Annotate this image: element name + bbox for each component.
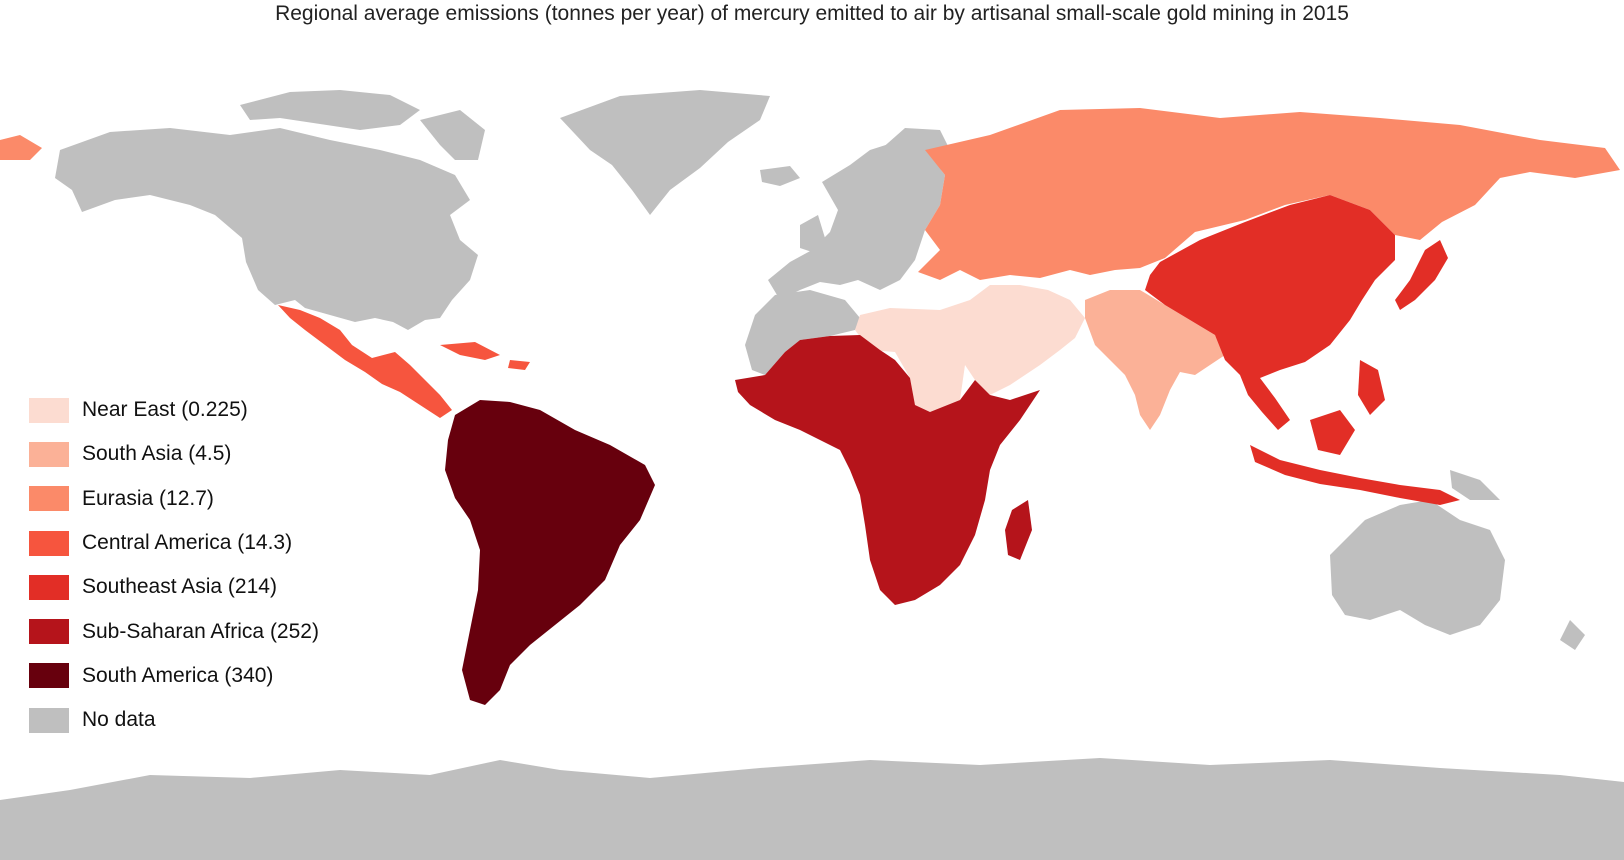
region-near-east	[855, 285, 1085, 412]
legend-swatch	[29, 441, 69, 467]
region-eurasia-chukotka	[0, 135, 42, 160]
region-central-america	[278, 305, 452, 418]
region-new-zealand	[1560, 620, 1585, 650]
region-australia	[1330, 500, 1505, 635]
region-north-africa	[745, 290, 860, 375]
region-baffin	[420, 110, 485, 160]
legend-item-no-data: No data	[29, 698, 319, 742]
legend-swatch	[29, 663, 69, 689]
region-png	[1450, 470, 1500, 500]
region-canadian-islands	[240, 90, 420, 130]
region-europe	[768, 142, 945, 300]
region-caribbean	[440, 342, 500, 360]
legend-label: Near East (0.225)	[82, 398, 248, 422]
map-title: Regional average emissions (tonnes per y…	[275, 2, 1349, 25]
region-antarctica	[0, 758, 1624, 860]
legend-swatch	[29, 486, 69, 512]
region-southeast-asia	[1145, 195, 1395, 430]
legend-item-sub-saharan-africa: Sub-Saharan Africa (252)	[29, 609, 319, 653]
region-north-america	[55, 128, 478, 330]
legend-label: No data	[82, 708, 156, 732]
map-legend: Near East (0.225) South Asia (4.5) Euras…	[29, 388, 319, 742]
legend-item-near-east: Near East (0.225)	[29, 388, 319, 432]
region-south-asia	[1085, 290, 1225, 430]
region-uk	[800, 215, 825, 252]
legend-label: South Asia (4.5)	[82, 442, 232, 466]
legend-swatch	[29, 619, 69, 645]
region-madagascar	[1005, 500, 1032, 560]
legend-label: Eurasia (12.7)	[82, 486, 214, 510]
legend-item-south-america: South America (340)	[29, 654, 319, 698]
region-iceland	[760, 166, 800, 186]
legend-label: Sub-Saharan Africa (252)	[82, 619, 319, 643]
region-scandinavia	[880, 128, 955, 180]
legend-item-central-america: Central America (14.3)	[29, 521, 319, 565]
region-borneo	[1310, 410, 1355, 455]
region-eurasia	[918, 108, 1620, 280]
legend-item-eurasia: Eurasia (12.7)	[29, 477, 319, 521]
legend-label: Southeast Asia (214)	[82, 575, 277, 599]
region-south-america	[445, 400, 655, 705]
region-sub-saharan-africa	[735, 335, 1040, 605]
region-caribbean-islands	[508, 360, 530, 370]
region-greenland	[560, 90, 770, 215]
region-philippines	[1358, 360, 1385, 415]
legend-label: South America (340)	[82, 663, 274, 687]
legend-item-southeast-asia: Southeast Asia (214)	[29, 565, 319, 609]
legend-swatch	[29, 574, 69, 600]
region-japan	[1395, 240, 1448, 310]
legend-swatch	[29, 530, 69, 556]
no-data-regions	[0, 90, 1624, 860]
legend-swatch	[29, 707, 69, 733]
region-indonesia	[1250, 445, 1460, 505]
legend-item-south-asia: South Asia (4.5)	[29, 432, 319, 476]
legend-swatch	[29, 397, 69, 423]
legend-label: Central America (14.3)	[82, 531, 293, 555]
